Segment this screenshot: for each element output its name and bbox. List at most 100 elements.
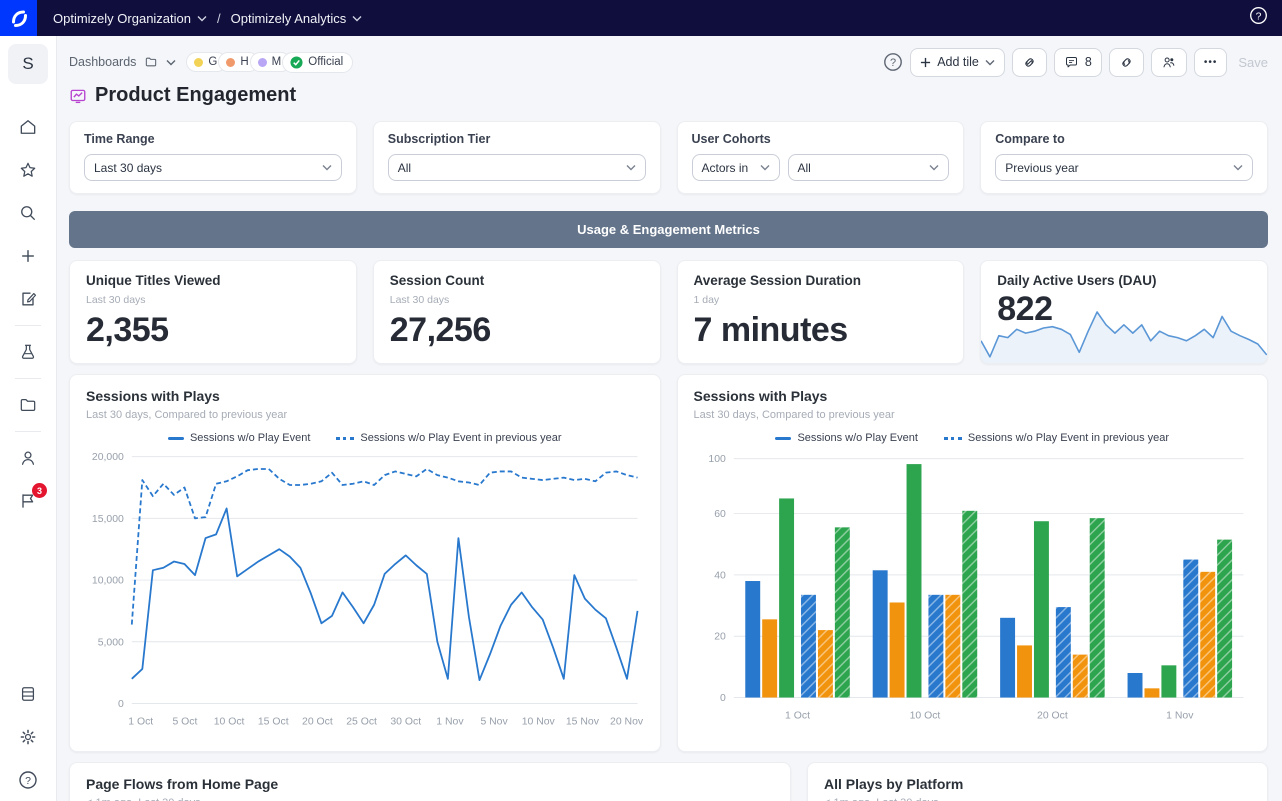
filter-compare-to: Compare to Previous year (980, 121, 1268, 194)
official-badge[interactable]: Official (282, 51, 354, 73)
select-value: Previous year (1005, 160, 1079, 175)
sidebar-item-data[interactable] (17, 683, 39, 705)
chart-legend: Sessions w/o Play Event Sessions w/o Pla… (694, 432, 1252, 444)
product-switcher[interactable]: Optimizely Analytics (231, 11, 363, 26)
tag-dot (257, 57, 267, 67)
chart-legend: Sessions w/o Play Event Sessions w/o Pla… (86, 432, 644, 444)
legend-label: Sessions w/o Play Event in previous year (360, 432, 562, 444)
kpi-session-count: Session Count Last 30 days 27,256 (372, 260, 661, 364)
filter-label: User Cohorts (691, 132, 771, 146)
dashboard-toolbar: ? Add tile 8 (883, 47, 1268, 77)
chevron-down-icon (760, 165, 769, 171)
chevron-down-icon (352, 15, 362, 21)
sidebar-item-compose[interactable] (17, 288, 39, 310)
more-actions-button[interactable]: ••• (1193, 47, 1228, 77)
plus-icon (22, 250, 34, 262)
save-button[interactable]: Save (1238, 54, 1268, 70)
add-tile-button[interactable]: Add tile (910, 47, 1005, 77)
copy-link-button[interactable] (1011, 47, 1047, 77)
svg-text:5 Oct: 5 Oct (172, 716, 197, 727)
svg-text:25 Oct: 25 Oct (346, 716, 377, 727)
top-navigation-bar: Optimizely Organization / Optimizely Ana… (0, 0, 1282, 36)
select-value: Actors in (701, 160, 749, 175)
sidebar-item-search[interactable] (17, 202, 39, 224)
dashboard-tags: G H M Official (186, 51, 354, 73)
time-range-select[interactable]: Last 30 days (84, 154, 342, 181)
workspace-avatar[interactable]: S (8, 44, 48, 84)
cohort-value-select[interactable]: All (787, 154, 950, 181)
chart-title: Sessions with Plays (86, 388, 220, 404)
share-link-button[interactable] (1108, 47, 1144, 77)
svg-text:?: ? (1256, 11, 1262, 22)
select-value: All (797, 160, 811, 175)
legend-dashed-swatch (336, 436, 355, 440)
legend-label: Sessions w/o Play Event (189, 432, 311, 444)
chevron-down-icon (322, 165, 332, 171)
filter-label: Subscription Tier (387, 132, 491, 146)
compare-to-select[interactable]: Previous year (995, 154, 1253, 181)
share-users-button[interactable] (1150, 47, 1187, 77)
svg-text:10 Oct: 10 Oct (909, 710, 940, 721)
svg-text:20: 20 (714, 632, 726, 643)
sidebar-item-profile[interactable] (17, 447, 39, 469)
sidebar-item-create[interactable] (17, 245, 39, 267)
tag-dot (194, 57, 204, 67)
subscription-tier-select[interactable]: All (387, 154, 646, 181)
dau-sparkline (981, 311, 1267, 363)
filter-user-cohorts: User Cohorts Actors in All (676, 121, 965, 194)
folder-icon (146, 57, 157, 67)
legend-dashed-swatch (943, 436, 962, 440)
svg-text:10,000: 10,000 (92, 576, 124, 587)
comments-button[interactable]: 8 (1053, 47, 1102, 77)
svg-text:20 Oct: 20 Oct (302, 716, 333, 727)
sessions-bar-chart: 0 20 40 60 100 1 Oct 10 Oct 20 Oct 1 Nov (708, 454, 1244, 721)
chevron-down-icon (1233, 165, 1243, 171)
tag-pill[interactable]: G (186, 52, 228, 72)
chevron-down-icon (197, 15, 207, 21)
help-icon[interactable]: ? (883, 52, 903, 72)
sidebar-item-projects[interactable] (17, 394, 39, 416)
notification-badge: 3 (32, 483, 47, 498)
sidebar-item-home[interactable] (17, 116, 39, 138)
section-banner: Usage & Engagement Metrics (69, 211, 1268, 248)
doc-pencil-icon (22, 292, 37, 306)
filter-label: Time Range (84, 132, 155, 146)
kpi-session-duration: Average Session Duration 1 day 7 minutes (676, 260, 965, 364)
kpi-value: 2,355 (86, 311, 169, 349)
sidebar-divider (15, 325, 41, 326)
comment-icon (1065, 56, 1077, 67)
optimizely-logo[interactable] (0, 0, 37, 36)
cohort-operator-select[interactable]: Actors in (691, 154, 780, 181)
sidebar-item-help[interactable]: ? (17, 769, 39, 791)
ellipsis-icon: ••• (1203, 56, 1218, 68)
svg-text:5 Nov: 5 Nov (480, 716, 508, 727)
optimizely-mark-icon (11, 10, 27, 27)
sessions-bar-chart-tile: Sessions with Plays Last 30 days, Compar… (676, 374, 1268, 752)
help-icon[interactable]: ? (1249, 6, 1268, 25)
page-flows-tile: Page Flows from Home Page < 1m ago, Last… (69, 762, 791, 801)
dashboard-chart-icon (70, 89, 86, 103)
sidebar-divider (15, 431, 41, 432)
svg-text:20,000: 20,000 (92, 452, 124, 463)
tag-pill[interactable]: H (218, 52, 259, 72)
folder-icon (20, 398, 36, 412)
sidebar-item-alerts[interactable]: 3 (17, 483, 47, 512)
breadcrumb-label: Dashboards (69, 55, 137, 69)
legend-solid-swatch (775, 436, 792, 440)
sidebar-divider (15, 378, 41, 379)
sidebar-item-lab[interactable] (17, 341, 39, 363)
kpi-value: 822 (997, 290, 1053, 328)
sidebar-item-favorites[interactable] (17, 159, 39, 181)
tag-label: H (240, 56, 249, 68)
chart-title: Sessions with Plays (693, 388, 828, 404)
sidebar-item-settings[interactable] (17, 726, 39, 748)
svg-text:40: 40 (714, 570, 726, 581)
breadcrumb[interactable]: Dashboards (69, 55, 176, 69)
org-name: Optimizely Organization (53, 10, 191, 26)
org-switcher[interactable]: Optimizely Organization (53, 11, 207, 26)
kpi-title: Daily Active Users (DAU) (997, 273, 1157, 288)
plus-icon (921, 57, 931, 67)
chart-subtitle: < 1m ago, Last 30 days (824, 797, 1251, 801)
kpi-title: Session Count (389, 273, 485, 288)
link-icon (1025, 57, 1034, 67)
